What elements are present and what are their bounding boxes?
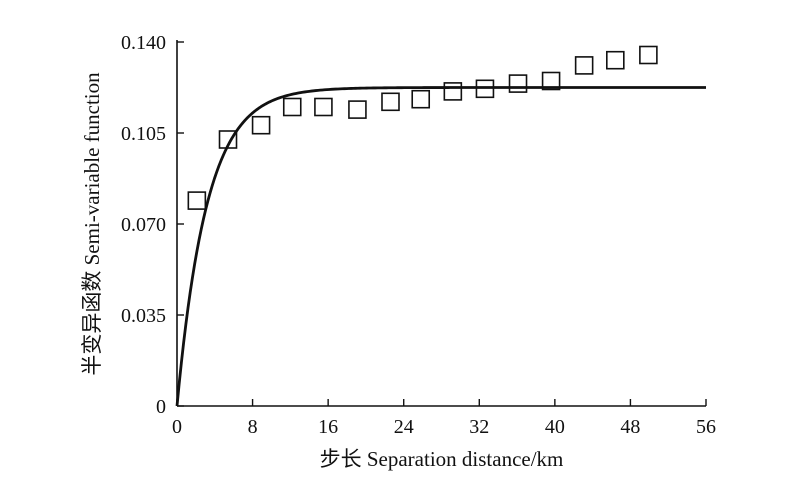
x-tick-label: 40 — [545, 416, 565, 438]
y-tick-label: 0.035 — [121, 305, 166, 327]
data-point — [541, 71, 561, 91]
data-point — [348, 100, 367, 119]
data-point — [411, 89, 431, 109]
y-tick-label: 0.140 — [121, 32, 166, 54]
data-point — [443, 82, 463, 101]
data-point — [251, 115, 271, 135]
x-tick-label: 0 — [172, 416, 182, 438]
x-tick-label: 16 — [318, 416, 338, 438]
x-tick-label: 56 — [696, 416, 716, 438]
fitted-model-curve — [175, 86, 706, 407]
data-point — [218, 130, 238, 149]
data-point — [508, 74, 528, 93]
data-point — [475, 79, 495, 99]
x-tick-label: 24 — [394, 416, 414, 438]
x-tick-labels: 0 8 16 24 32 40 48 56 — [172, 416, 716, 438]
data-point — [282, 97, 302, 117]
y-tick-label: 0 — [156, 396, 166, 418]
data-point — [187, 191, 207, 210]
data-point — [574, 56, 594, 75]
y-tick-label: 0.105 — [121, 123, 166, 145]
x-tick-label: 32 — [469, 416, 489, 438]
x-tick-label: 48 — [620, 416, 640, 438]
plot-area — [175, 45, 706, 407]
axes — [176, 40, 707, 407]
y-axis-title: 半变异函数 Semi-variable function — [80, 72, 104, 376]
x-tick-label: 8 — [248, 416, 258, 438]
data-point — [606, 50, 625, 70]
data-point — [314, 97, 333, 117]
data-point — [639, 45, 658, 65]
x-axis-title: 步长 Separation distance/km — [320, 447, 564, 471]
y-tick-label: 0.070 — [121, 214, 166, 236]
y-tick-labels: 0 0.035 0.070 0.105 0.140 — [121, 32, 166, 418]
data-point — [381, 92, 400, 112]
